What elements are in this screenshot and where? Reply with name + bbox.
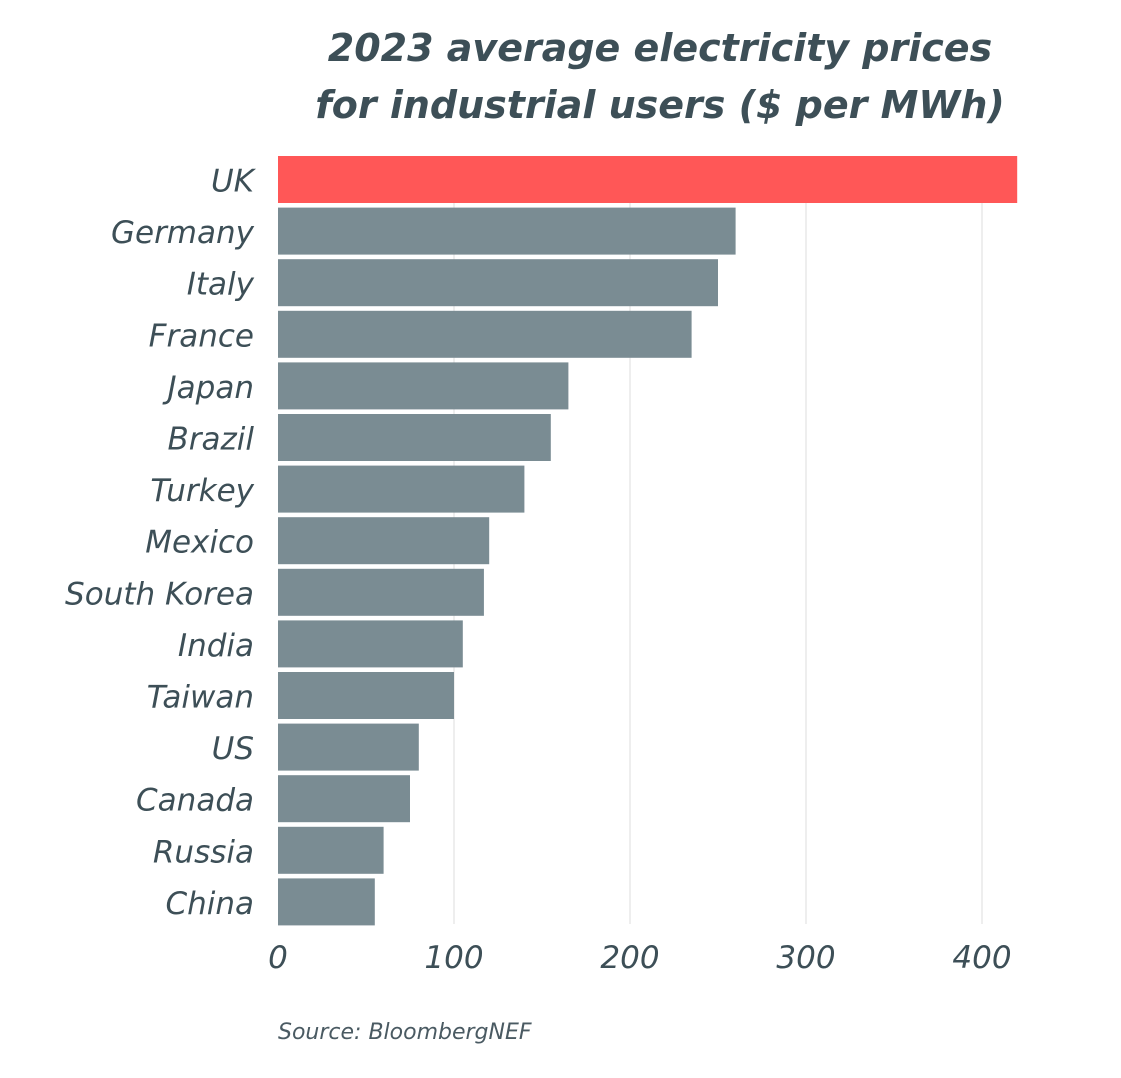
category-label-turkey: Turkey: [150, 473, 254, 509]
x-tick-label-400: 400: [952, 940, 1011, 976]
bar-taiwan: [278, 672, 454, 719]
category-label-taiwan: Taiwan: [147, 680, 254, 716]
bar-italy: [278, 259, 718, 307]
bar-canada: [278, 775, 410, 823]
category-label-south-korea: South Korea: [65, 576, 254, 612]
x-axis-ticks: 0 100 200 300 400: [268, 940, 1011, 976]
bar-india: [278, 620, 463, 668]
category-label-germany: Germany: [111, 215, 255, 251]
category-label-mexico: Mexico: [145, 525, 254, 561]
category-label-india: India: [178, 628, 254, 664]
category-label-canada: Canada: [136, 783, 254, 819]
category-labels: UK Germany Italy France Japan Brazil Turkey Mex…: [65, 164, 257, 922]
bar-brazil: [278, 414, 551, 461]
x-tick-label-300: 300: [776, 940, 835, 976]
bar-germany: [278, 207, 736, 255]
category-label-brazil: Brazil: [167, 422, 254, 458]
category-label-russia: Russia: [153, 834, 254, 870]
bars: [278, 156, 1018, 926]
bar-us: [278, 723, 419, 771]
x-tick-label-100: 100: [424, 940, 483, 976]
bar-uk: [278, 156, 1018, 203]
bar-china: [278, 878, 375, 926]
bar-turkey: [278, 465, 525, 513]
bar-chart: UK Germany Italy France Japan Brazil Turkey Mex…: [65, 156, 1018, 976]
category-label-uk: UK: [211, 164, 257, 200]
bar-russia: [278, 826, 384, 874]
chart-title: 2023 average electricity prices for indu…: [240, 20, 1080, 134]
x-tick-label-200: 200: [600, 940, 659, 976]
category-label-italy: Italy: [187, 267, 255, 303]
chart-title-line-2: for industrial users ($ per MWh): [315, 83, 1005, 127]
category-label-us: US: [212, 731, 254, 767]
bar-japan: [278, 362, 569, 410]
source-note: Source: BloombergNEF: [278, 1020, 532, 1045]
bar-south-korea: [278, 568, 484, 616]
category-label-japan: Japan: [162, 370, 254, 406]
bar-france: [278, 310, 692, 358]
chart-title-line-1: 2023 average electricity prices: [327, 26, 993, 70]
category-label-france: France: [149, 318, 254, 354]
x-tick-label-0: 0: [268, 940, 288, 976]
bar-mexico: [278, 517, 490, 565]
category-label-china: China: [165, 886, 254, 922]
